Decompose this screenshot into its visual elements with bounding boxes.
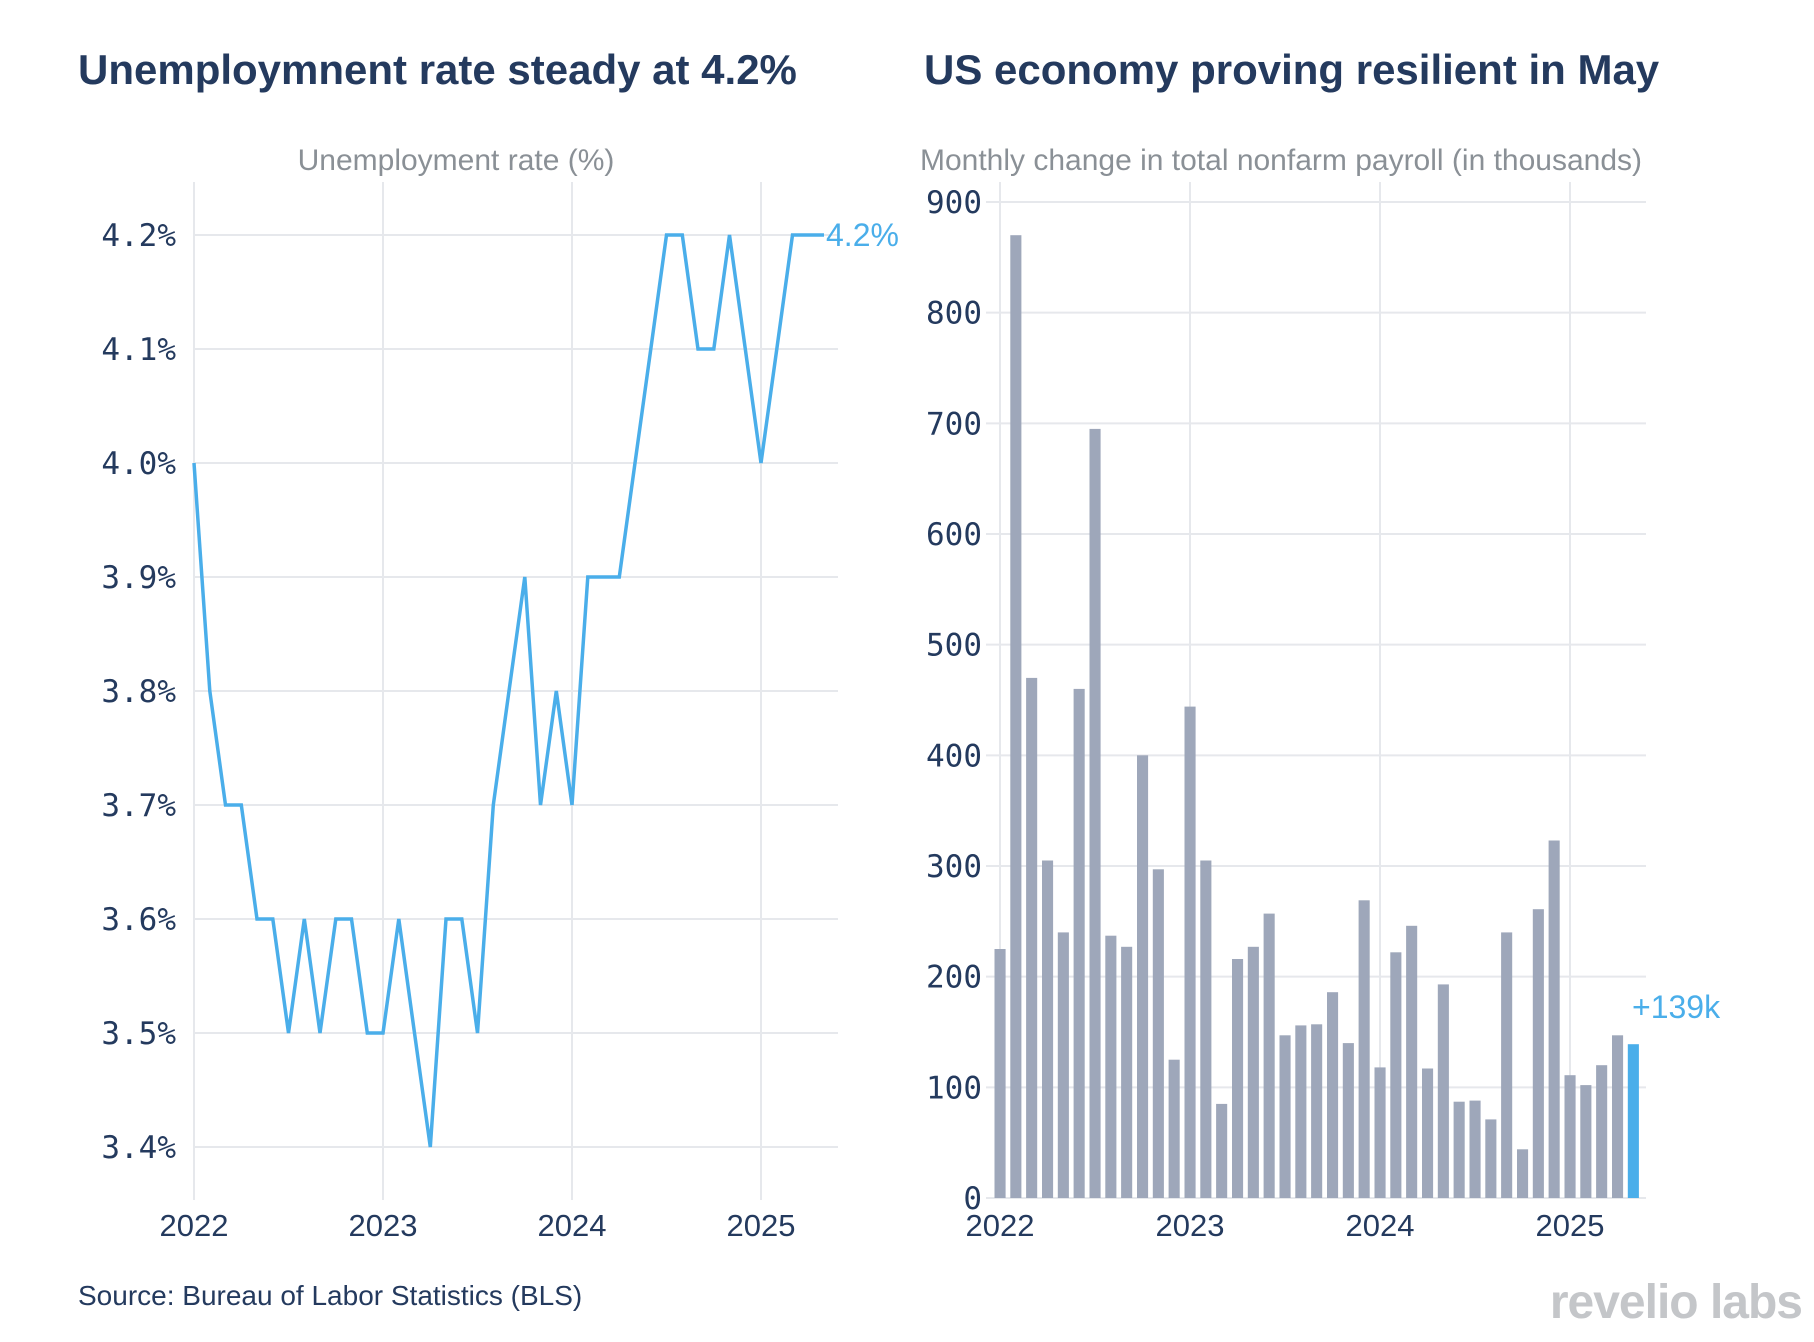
payroll-bar [1184,706,1196,1198]
left-y-tick-label: 4.1% [101,332,176,368]
source-note: Source: Bureau of Labor Statistics (BLS) [78,1280,583,1311]
right-y-tick-label: 100 [926,1070,982,1106]
right-end-value-label: +139k [1632,989,1721,1025]
payroll-bar [1010,235,1022,1198]
payroll-bar [1453,1101,1465,1198]
left-x-tick-label: 2023 [349,1208,418,1243]
right-y-tick-label: 600 [926,517,982,553]
right-y-tick-label: 200 [926,960,982,996]
right-y-tick-label: 500 [926,628,982,664]
payroll-bar [994,949,1006,1198]
payroll-bar [1073,688,1085,1198]
payroll-bar [1200,860,1212,1198]
payroll-bar [1263,913,1275,1198]
payroll-bar [1137,755,1149,1198]
left-x-tick-label: 2024 [538,1208,607,1243]
left-end-value-label: 4.2% [826,217,899,253]
right-y-tick-label: 400 [926,738,982,774]
left-chart-subtitle: Unemployment rate (%) [298,144,615,177]
right-x-tick-label: 2025 [1536,1208,1605,1243]
payroll-bar [1216,1103,1228,1198]
unemployment-rate-line [192,233,824,1148]
right-chart-title: US economy proving resilient in May [924,46,1660,93]
left-x-tick-label: 2022 [160,1208,229,1243]
payroll-bar [1279,1035,1291,1198]
payroll-bar [1327,992,1339,1198]
payroll-bar [1311,1024,1323,1198]
right-y-tick-label: 0 [963,1181,982,1217]
payroll-bar [1342,1043,1354,1198]
payroll-bar [1042,860,1054,1198]
payroll-bar [1406,925,1418,1198]
right-y-tick-label: 900 [926,185,982,221]
left-y-tick-label: 3.7% [101,788,176,824]
payroll-bar [1548,840,1560,1198]
payroll-bar [1089,428,1101,1198]
left-y-tick-label: 3.9% [101,560,176,596]
payroll-bar [1564,1075,1576,1198]
payroll-bar [1057,932,1069,1198]
left-y-tick-label: 3.4% [101,1130,176,1166]
payroll-bar [1105,935,1117,1198]
left-y-tick-label: 4.2% [101,218,176,254]
payroll-bar [1152,869,1164,1198]
payroll-bar [1501,932,1513,1198]
left-y-tick-label: 4.0% [101,446,176,482]
right-x-tick-label: 2023 [1156,1208,1225,1243]
payroll-bar [1580,1085,1592,1198]
payroll-bar [1026,677,1038,1198]
left-y-tick-label: 3.5% [101,1016,176,1052]
right-chart-subtitle: Monthly change in total nonfarm payroll … [920,144,1642,177]
left-y-tick-label: 3.6% [101,902,176,938]
payroll-bar [1247,946,1259,1198]
left-y-tick-label: 3.8% [101,674,176,710]
right-x-tick-label: 2022 [966,1208,1035,1243]
payroll-bar [1390,952,1402,1198]
left-chart-title: Unemploymnent rate steady at 4.2% [78,46,797,93]
payroll-bar [1437,984,1449,1198]
right-y-tick-label: 300 [926,849,982,885]
payroll-bar [1422,1068,1434,1198]
payroll-bar [1612,1035,1624,1198]
payroll-bar [1295,1025,1307,1198]
payroll-bar [1485,1119,1497,1198]
payroll-bar [1627,1044,1639,1198]
payroll-bar [1374,1067,1386,1198]
payroll-bar [1232,959,1244,1198]
payroll-bar [1121,946,1133,1198]
payroll-bar [1168,1059,1180,1198]
right-x-tick-label: 2024 [1346,1208,1415,1243]
right-y-tick-label: 700 [926,406,982,442]
revelio-labs-logo: revelio labs [1549,1276,1803,1329]
payroll-bar [1469,1100,1481,1198]
payroll-bar [1532,909,1544,1198]
payroll-bar [1358,900,1370,1198]
payroll-bar [1596,1065,1608,1198]
left-x-tick-label: 2025 [727,1208,796,1243]
right-y-tick-label: 800 [926,296,982,332]
payroll-bar [1517,1149,1529,1198]
